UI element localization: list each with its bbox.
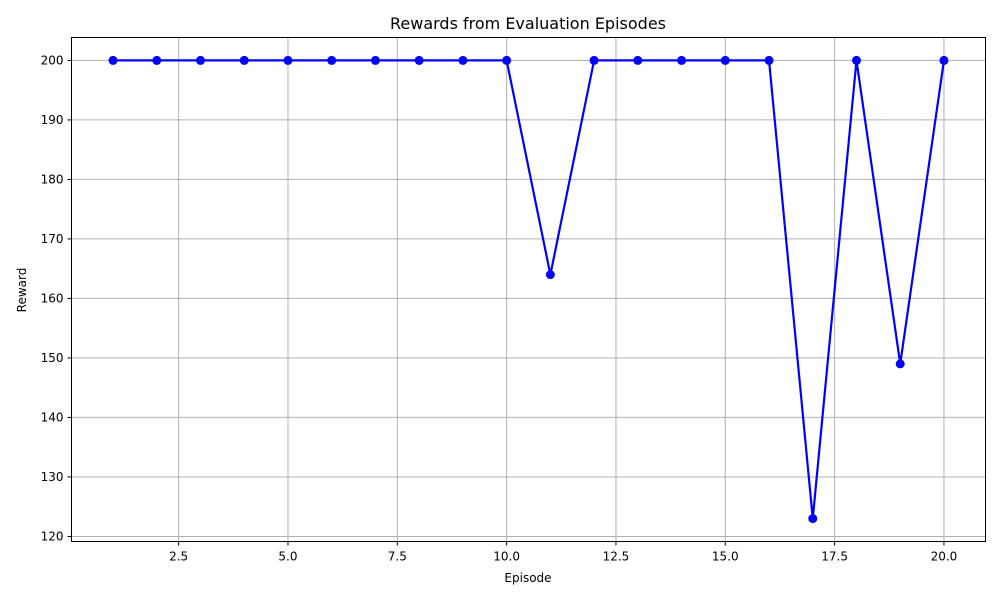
grid-lines [71, 37, 986, 542]
chart-title: Rewards from Evaluation Episodes [390, 14, 666, 33]
x-tick-label: 20.0 [931, 550, 958, 564]
y-tick-label: 190 [41, 113, 64, 127]
data-point [239, 55, 249, 65]
data-point [196, 55, 206, 65]
y-tick-label: 150 [41, 351, 64, 365]
x-tick-label: 17.5 [821, 550, 848, 564]
y-tick-label: 170 [41, 232, 64, 246]
data-point [677, 55, 687, 65]
data-point [283, 55, 293, 65]
data-point [895, 359, 905, 369]
data-point [808, 514, 818, 524]
y-tick-label: 160 [41, 291, 64, 305]
x-tick-label: 5.0 [278, 550, 297, 564]
axis-ticks: 2.5 5.0 7.5 10.0 12.5 15.0 17.5 20.0 120 130 140 15… [41, 53, 958, 563]
x-tick-label: 7.5 [388, 550, 407, 564]
x-tick-label: 10.0 [493, 550, 520, 564]
data-point [327, 55, 337, 65]
x-tick-label: 12.5 [603, 550, 630, 564]
y-tick-label: 140 [41, 410, 64, 424]
y-tick-label: 180 [41, 172, 64, 186]
data-point [764, 55, 774, 65]
data-point [545, 270, 555, 280]
data-point [502, 55, 512, 65]
x-tick-label: 15.0 [712, 550, 739, 564]
data-point [939, 55, 949, 65]
y-axis-label: Reward [15, 268, 29, 313]
data-point [414, 55, 424, 65]
data-point [152, 55, 162, 65]
data-point [720, 55, 730, 65]
x-axis-label: Episode [504, 571, 551, 585]
data-point [370, 55, 380, 65]
y-tick-label: 130 [41, 470, 64, 484]
data-point [851, 55, 861, 65]
data-point [633, 55, 643, 65]
data-point [458, 55, 468, 65]
series-line [113, 59, 946, 520]
y-tick-label: 120 [41, 529, 64, 543]
y-tick-label: 200 [41, 53, 64, 67]
data-point [589, 55, 599, 65]
series-layer [108, 55, 949, 524]
x-tick-label: 2.5 [169, 550, 188, 564]
data-point [108, 55, 118, 65]
plot-frame [71, 37, 986, 542]
